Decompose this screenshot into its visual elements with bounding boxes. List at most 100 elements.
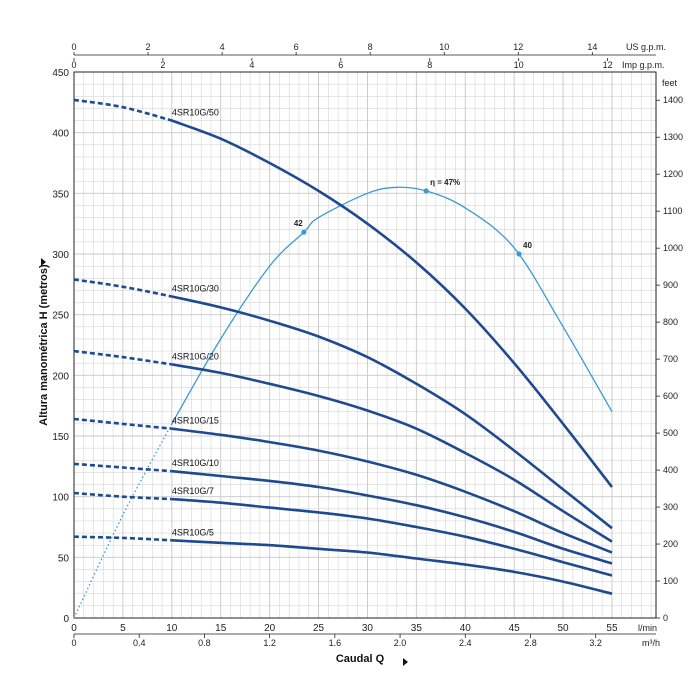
- y-tick-label: 100: [52, 493, 69, 504]
- us-gpm-tick-label: 4: [220, 42, 225, 52]
- series-group: 4SR10G/50 4SR10G/30 4SR10G/20 4SR10G/15 4SR1…: [73, 98, 614, 595]
- m3h-tick-label: 0.8: [198, 638, 211, 648]
- feet-tick-label: 0: [663, 613, 668, 623]
- series-dashed-line: [73, 535, 172, 542]
- y-tick-label: 400: [52, 129, 69, 140]
- feet-unit-label: feet: [662, 78, 678, 88]
- series-label: 4SR10G/15: [172, 416, 219, 426]
- y-tick-label: 250: [52, 311, 69, 322]
- m3h-tick-label: 2.8: [524, 638, 537, 648]
- us-gpm-tick-label: 10: [439, 42, 449, 52]
- m3h-unit-label: m³/h: [642, 638, 660, 648]
- efficiency-marker: [301, 229, 307, 235]
- x-tick-label: 15: [215, 623, 227, 634]
- feet-tick-label: 900: [663, 280, 678, 290]
- imp-gpm-tick-label: 10: [514, 60, 524, 70]
- feet-tick-label: 400: [663, 465, 678, 475]
- m3h-tick-label: 2.4: [459, 638, 472, 648]
- series-label: 4SR10G/20: [172, 351, 219, 361]
- series-label: 4SR10G/30: [172, 283, 219, 293]
- feet-tick-label: 200: [663, 539, 678, 549]
- feet-tick-label: 800: [663, 317, 678, 327]
- efficiency-curve: 42 η = 47% 40: [73, 178, 613, 619]
- series-line: [171, 539, 613, 595]
- m3h-tick-label: 0.4: [133, 638, 146, 648]
- y-tick-label: 350: [52, 189, 69, 200]
- us-gpm-tick-label: 6: [294, 42, 299, 52]
- series-line: [171, 497, 613, 577]
- series-dashed-line: [73, 462, 172, 473]
- efficiency-curve-line: [171, 186, 613, 425]
- x-tick-label: 5: [120, 623, 126, 634]
- series-dashed-line: [73, 278, 173, 298]
- us-gpm-tick-label: 14: [587, 42, 597, 52]
- series-line: [171, 119, 614, 488]
- x-tick-label: 50: [558, 623, 570, 634]
- m3h-tick-label: 1.2: [263, 638, 276, 648]
- x-axis-arrow-icon: [403, 658, 408, 666]
- series-line: [171, 363, 613, 543]
- y-tick-label: 150: [52, 432, 69, 443]
- us-gpm-tick-label: 8: [368, 42, 373, 52]
- y-axis-label: Altura manométrica H (metros): [38, 264, 50, 426]
- imp-gpm-tick-label: 12: [603, 60, 613, 70]
- feet-tick-label: 1200: [663, 169, 683, 179]
- feet-tick-label: 300: [663, 502, 678, 512]
- feet-tick-label: 600: [663, 391, 678, 401]
- x-axis-label: Caudal Q: [336, 653, 385, 665]
- series-dashed-line: [73, 98, 173, 122]
- imp-gpm-tick-label: 4: [249, 60, 254, 70]
- series-line: [171, 427, 613, 554]
- imp-gpm-tick-label: 0: [71, 60, 76, 70]
- series-label: 4SR10G/10: [172, 458, 219, 468]
- m3h-tick-label: 1.6: [329, 638, 342, 648]
- us-gpm-tick-label: 12: [513, 42, 523, 52]
- feet-tick-label: 500: [663, 428, 678, 438]
- imp-gpm-tick-label: 6: [338, 60, 343, 70]
- series-label: 4SR10G/50: [172, 108, 219, 118]
- imp-gpm-unit-label: Imp g.p.m.: [622, 60, 665, 70]
- us-gpm-tick-label: 0: [71, 42, 76, 52]
- us-gpm-tick-label: 2: [146, 42, 151, 52]
- efficiency-marker-label: 40: [523, 241, 532, 250]
- x-tick-label: 40: [460, 623, 472, 634]
- feet-tick-label: 1400: [663, 95, 683, 105]
- y-tick-label: 300: [52, 250, 69, 261]
- efficiency-marker: [423, 188, 429, 194]
- feet-tick-label: 1300: [663, 132, 683, 142]
- feet-tick-label: 1000: [663, 243, 683, 253]
- m3h-tick-label: 0: [71, 638, 76, 648]
- series-dashed-line: [73, 349, 172, 366]
- x-tick-label: 45: [509, 623, 521, 634]
- imp-gpm-tick-label: 8: [427, 60, 432, 70]
- x-tick-label: 10: [166, 623, 178, 634]
- x-unit-label: l/min: [638, 623, 657, 633]
- x-tick-label: 0: [71, 623, 77, 634]
- x-tick-label: 25: [313, 623, 325, 634]
- feet-tick-label: 100: [663, 576, 678, 586]
- series-dashed-line: [73, 491, 172, 501]
- m3h-tick-label: 3.2: [589, 638, 602, 648]
- series-label: 4SR10G/7: [172, 486, 214, 496]
- us-gpm-unit-label: US g.p.m.: [626, 42, 666, 52]
- series-label: 4SR10G/5: [172, 527, 214, 537]
- x-tick-label: 35: [411, 623, 423, 634]
- imp-gpm-tick-label: 2: [160, 60, 165, 70]
- series-line: [171, 295, 613, 530]
- x-tick-label: 55: [606, 623, 618, 634]
- efficiency-marker-label: 42: [294, 219, 303, 228]
- feet-tick-label: 700: [663, 354, 678, 364]
- series-dashed-line: [73, 417, 172, 430]
- y-tick-label: 0: [63, 614, 69, 625]
- series-line: [171, 469, 613, 565]
- x-tick-label: 30: [362, 623, 374, 634]
- plot-frame: [73, 71, 657, 619]
- grid: [74, 72, 656, 618]
- efficiency-marker: [516, 251, 522, 257]
- x-tick-label: 20: [264, 623, 276, 634]
- y-axis-arrow-icon: [41, 258, 46, 266]
- y-tick-label: 50: [58, 553, 70, 564]
- y-tick-label: 200: [52, 371, 69, 382]
